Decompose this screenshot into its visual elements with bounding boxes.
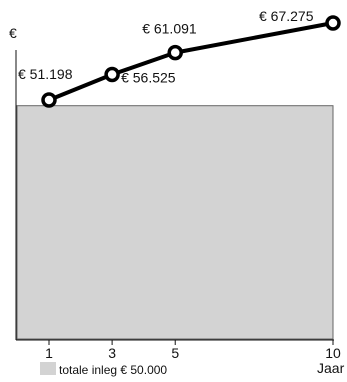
data-label: € 61.091 xyxy=(142,21,197,37)
data-label: € 56.525 xyxy=(121,70,176,86)
total-investment-area xyxy=(16,105,334,340)
data-point xyxy=(325,15,341,31)
data-point xyxy=(41,92,57,108)
data-point xyxy=(167,44,183,61)
data-label: € 67.275 xyxy=(259,8,314,24)
legend-label: totale inleg € 50.000 xyxy=(59,363,167,377)
data-points xyxy=(41,15,341,108)
x-ticks: 1 3 5 10 xyxy=(45,340,341,361)
x-tick-label: 1 xyxy=(45,345,53,361)
x-tick-label: 10 xyxy=(325,345,341,361)
y-axis-label: € xyxy=(9,25,17,41)
x-tick-label: 3 xyxy=(108,345,116,361)
x-axis-label: Jaar xyxy=(317,360,345,376)
data-label: € 51.198 xyxy=(18,66,73,82)
data-point xyxy=(104,66,120,83)
data-labels: € 51.198 € 56.525 € 61.091 € 67.275 xyxy=(18,8,314,86)
legend-swatch xyxy=(40,362,56,375)
x-tick-label: 5 xyxy=(171,345,179,361)
value-line xyxy=(48,21,334,102)
